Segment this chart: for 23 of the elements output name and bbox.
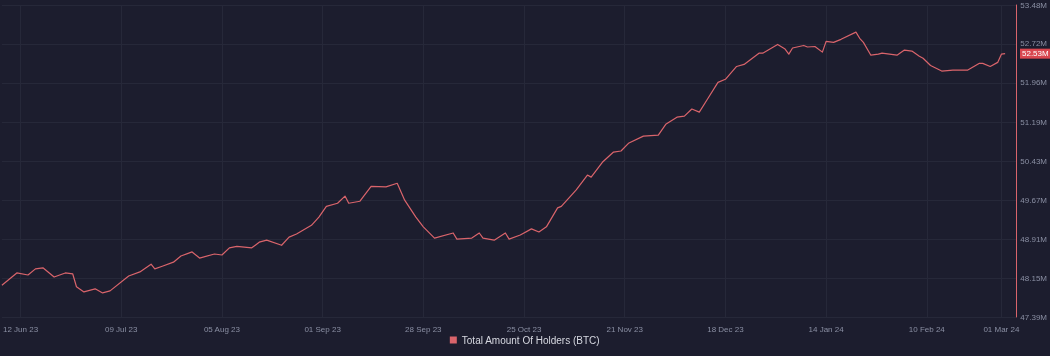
x-tick-label: 05 Aug 23 (203, 324, 241, 334)
x-tick-label: 01 Mar 24 (983, 324, 1020, 334)
legend-label: Total Amount Of Holders (BTC) (461, 334, 600, 346)
x-tick-label: 10 Feb 24 (908, 324, 946, 334)
x-tick-label: 21 Nov 23 (606, 324, 644, 334)
x-tick-label: 01 Sep 23 (304, 324, 342, 334)
y-tick-label: 52.72M (1020, 39, 1048, 49)
x-tick-label: 18 Dec 23 (707, 324, 745, 334)
y-tick-label: 51.96M (1020, 78, 1048, 88)
y-tick-label: 49.67M (1020, 195, 1048, 205)
x-tick-label: 09 Jul 23 (105, 324, 139, 334)
x-tick-label: 12 Jun 23 (2, 324, 39, 334)
x-tick-label: 28 Sep 23 (405, 324, 443, 334)
y-tick-label: 50.43M (1020, 156, 1048, 166)
y-tick-label: 48.91M (1020, 234, 1048, 244)
x-tick-label: 14 Jan 24 (808, 324, 845, 334)
x-tick-label: 25 Oct 23 (506, 324, 542, 334)
y-tick-label: 47.39M (1020, 312, 1048, 322)
y-tick-label: 51.19M (1020, 117, 1048, 127)
y-tick-label: 48.15M (1020, 273, 1048, 283)
line-series (1, 31, 1006, 294)
annotation: 52.53M (1022, 49, 1050, 59)
y-tick-label: 53.48M (1020, 0, 1048, 10)
